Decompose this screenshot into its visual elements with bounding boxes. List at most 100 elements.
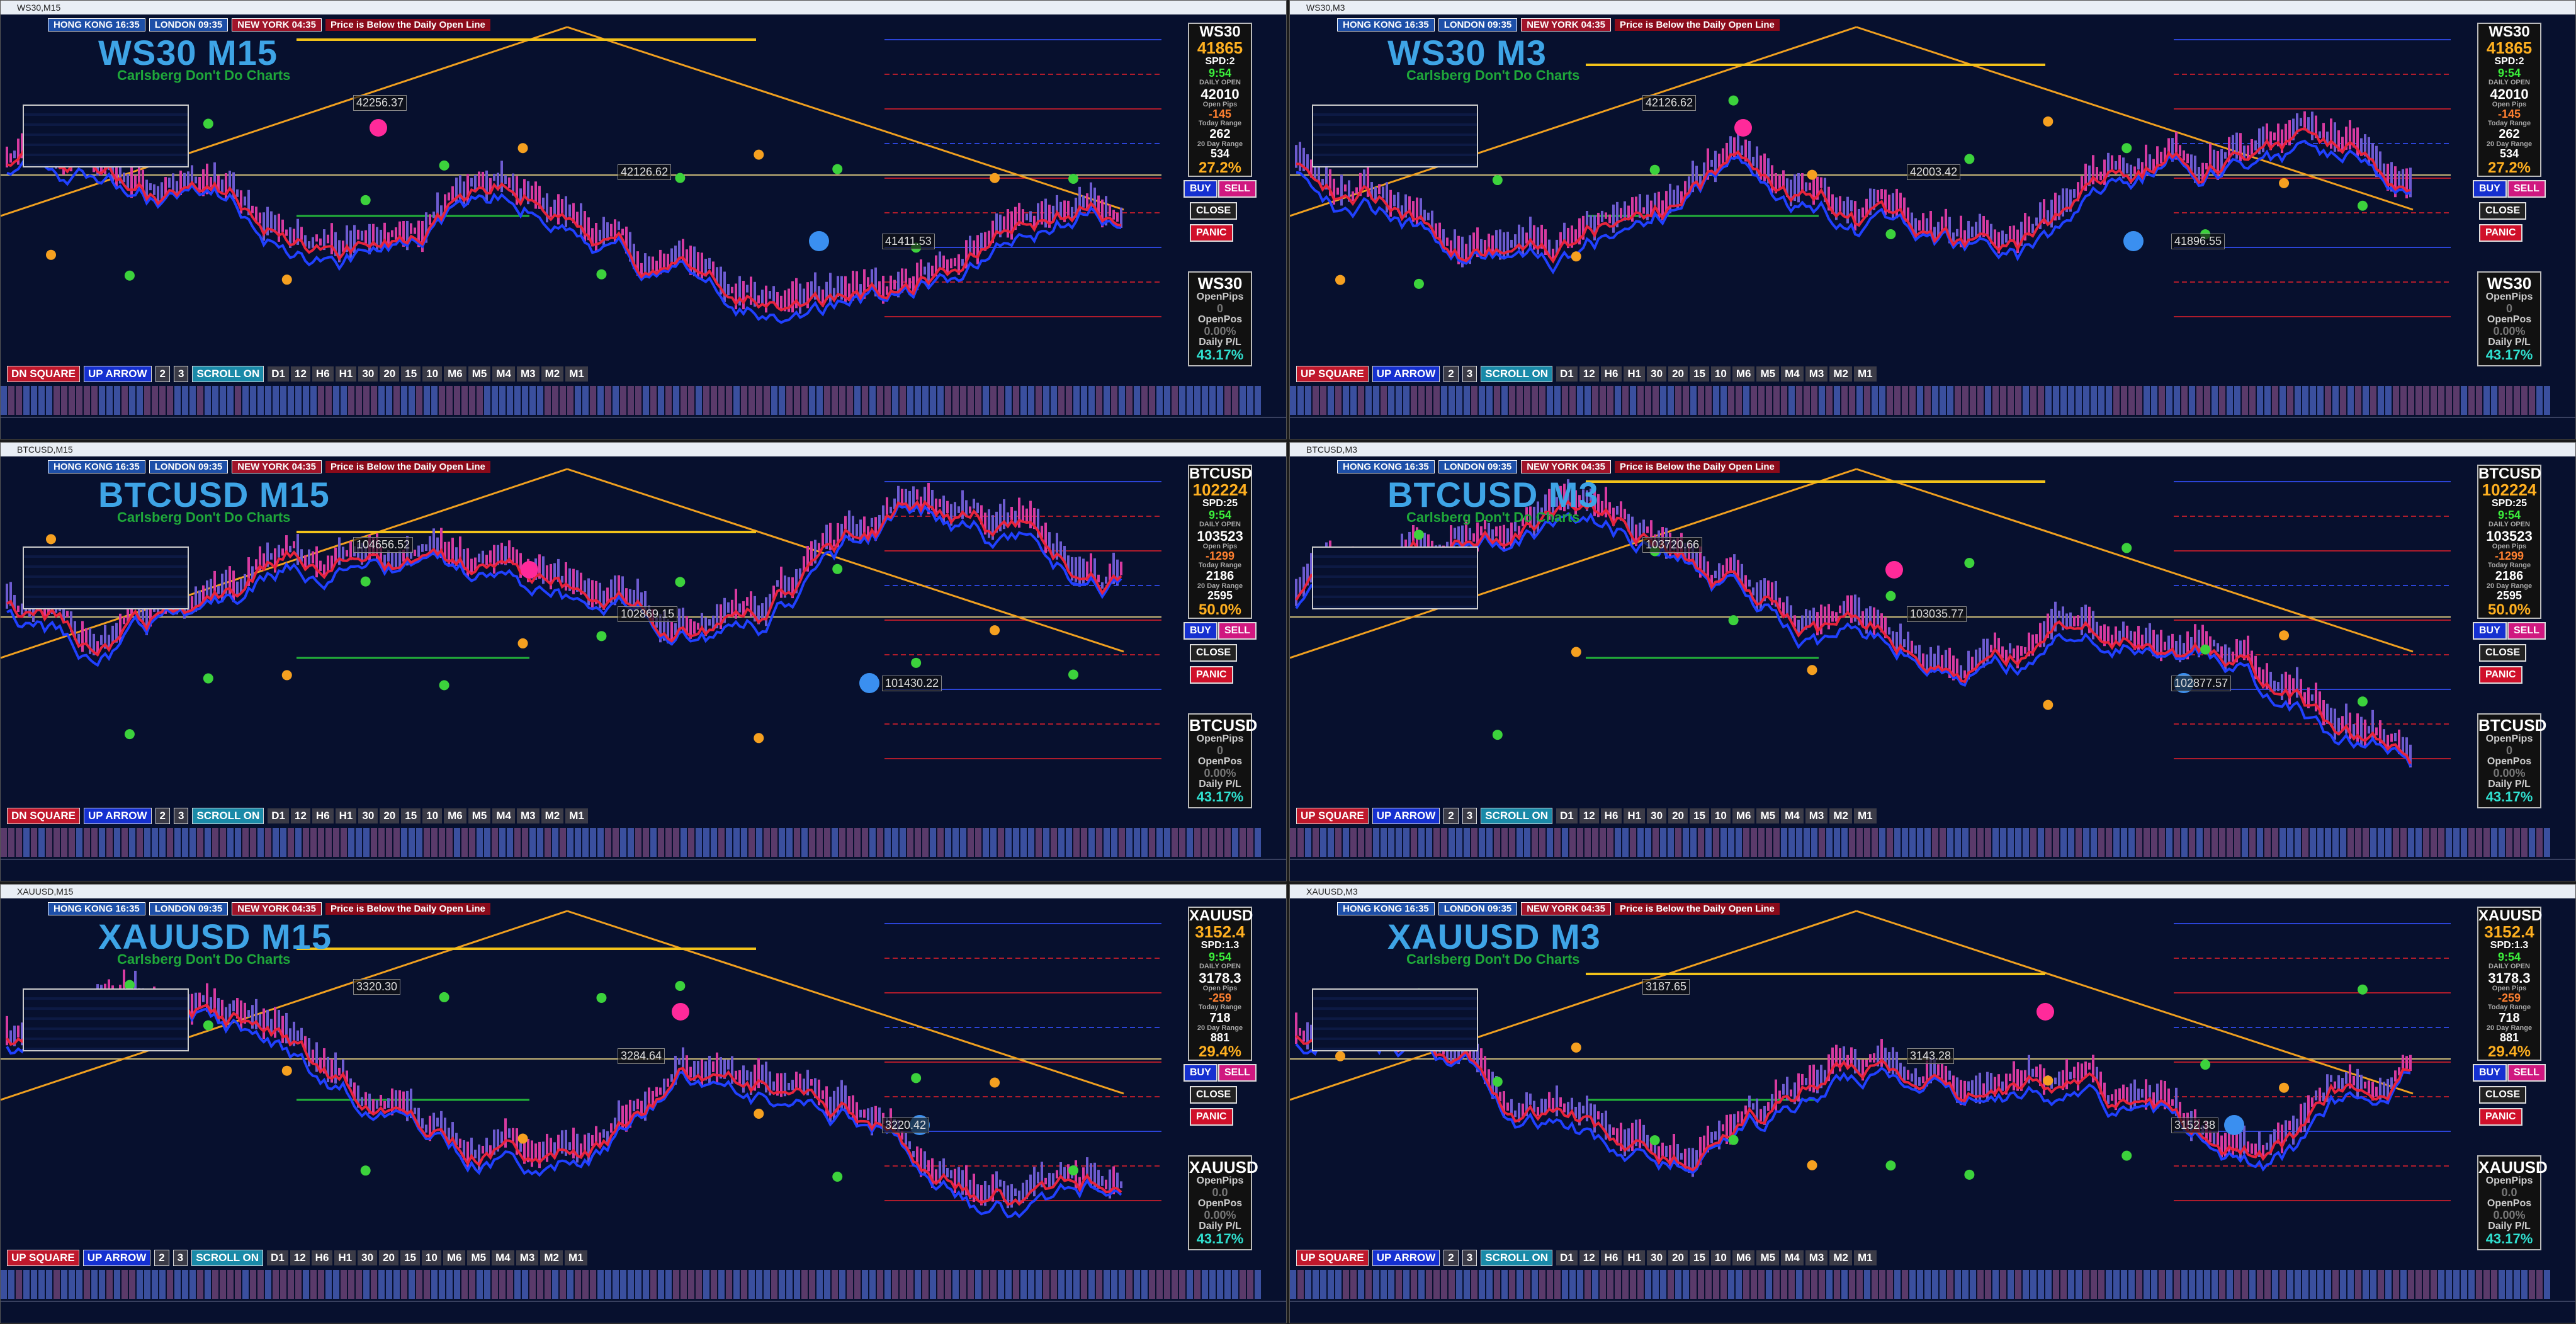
trade-button[interactable]: SELL [1218,1064,1257,1082]
timeframe-button[interactable]: 15 [1689,366,1709,382]
timeframe-button[interactable]: H1 [335,366,357,382]
timeframe-button[interactable]: M6 [444,366,466,382]
trade-button[interactable]: SELL [2507,622,2546,640]
trade-button[interactable]: SELL [2507,1064,2546,1082]
timeframe-button[interactable]: M1 [1853,808,1877,823]
timeframe-button[interactable]: M1 [564,1250,587,1265]
mode-button[interactable]: 3 [173,808,189,824]
trade-button[interactable]: CLOSE [1190,644,1238,662]
timeframe-button[interactable]: M6 [444,808,466,823]
timeframe-button[interactable]: M3 [516,366,539,382]
timeframe-button[interactable]: H1 [1624,1250,1646,1265]
timeframe-button[interactable]: 20 [1668,808,1688,823]
trade-button[interactable]: SELL [1218,180,1257,198]
timeframe-button[interactable]: M5 [1756,366,1780,382]
timeframe-button[interactable]: H6 [1600,1250,1622,1265]
mode-button[interactable]: UP SQUARE [1296,808,1369,824]
mode-button[interactable]: SCROLL ON [1481,366,1553,382]
trade-button[interactable]: BUY [2473,180,2507,198]
timeframe-button[interactable]: M5 [468,808,491,823]
timeframe-button[interactable]: M3 [1805,808,1828,823]
mode-button[interactable]: UP ARROW [1372,1250,1440,1266]
timeframe-button[interactable]: D1 [268,808,289,823]
timeframe-button[interactable]: 10 [1710,808,1731,823]
mode-button[interactable]: UP SQUARE [1296,1250,1369,1266]
timeframe-button[interactable]: M4 [1781,366,1804,382]
timeframe-button[interactable]: 10 [1710,366,1731,382]
timeframe-button[interactable]: H1 [1624,808,1646,823]
trade-button[interactable]: PANIC [2479,666,2522,684]
timeframe-button[interactable]: 15 [1689,808,1709,823]
trade-button[interactable]: PANIC [1190,224,1233,242]
trade-button[interactable]: CLOSE [2479,202,2527,220]
timeframe-button[interactable]: 15 [1689,1250,1709,1265]
trade-button[interactable]: BUY [2473,622,2507,640]
mode-button[interactable]: 2 [155,366,170,382]
timeframe-button[interactable]: 10 [421,1250,441,1265]
timeframe-button[interactable]: M1 [565,808,588,823]
timeframe-button[interactable]: D1 [1556,366,1578,382]
timeframe-button[interactable]: M4 [492,808,515,823]
trade-button[interactable]: CLOSE [1190,202,1238,220]
mode-button[interactable]: UP ARROW [1372,808,1440,824]
mode-button[interactable]: SCROLL ON [1481,1250,1553,1266]
mode-button[interactable]: UP ARROW [1372,366,1440,382]
timeframe-button[interactable]: 20 [380,366,400,382]
timeframe-button[interactable]: 30 [358,1250,378,1265]
timeframe-button[interactable]: 30 [1647,366,1667,382]
mode-button[interactable]: 2 [154,1250,169,1266]
timeframe-button[interactable]: M4 [1781,808,1804,823]
timeframe-button[interactable]: H1 [334,1250,356,1265]
timeframe-button[interactable]: 15 [401,366,421,382]
trade-button[interactable]: CLOSE [1190,1086,1238,1104]
mode-button[interactable]: UP ARROW [84,808,152,824]
timeframe-button[interactable]: 12 [291,808,310,823]
mode-button[interactable]: 3 [1462,366,1477,382]
mode-button[interactable]: 3 [172,1250,188,1266]
timeframe-button[interactable]: H6 [1600,366,1622,382]
timeframe-button[interactable]: 12 [1579,1250,1599,1265]
mode-button[interactable]: SCROLL ON [192,366,264,382]
timeframe-button[interactable]: M1 [565,366,588,382]
timeframe-button[interactable]: M5 [468,366,491,382]
timeframe-button[interactable]: 30 [1647,1250,1667,1265]
timeframe-button[interactable]: M4 [492,366,515,382]
mode-button[interactable]: 2 [155,808,170,824]
timeframe-button[interactable]: M2 [1829,1250,1852,1265]
mode-button[interactable]: 3 [1462,1250,1477,1266]
timeframe-button[interactable]: 30 [358,808,378,823]
timeframe-button[interactable]: M1 [1853,1250,1877,1265]
trade-button[interactable]: BUY [1183,1064,1217,1082]
trade-button[interactable]: PANIC [2479,1108,2522,1126]
timeframe-button[interactable]: M5 [1756,808,1780,823]
timeframe-button[interactable]: M6 [1732,366,1755,382]
timeframe-button[interactable]: H1 [335,808,357,823]
timeframe-button[interactable]: 10 [1710,1250,1731,1265]
timeframe-button[interactable]: M5 [1756,1250,1780,1265]
trade-button[interactable]: BUY [1183,622,1217,640]
timeframe-button[interactable]: M2 [541,366,564,382]
timeframe-button[interactable]: 12 [1579,366,1599,382]
timeframe-button[interactable]: M1 [1853,366,1877,382]
timeframe-button[interactable]: H1 [1624,366,1646,382]
trade-button[interactable]: BUY [1183,180,1217,198]
mode-button[interactable]: UP ARROW [84,366,152,382]
trade-button[interactable]: SELL [1218,622,1257,640]
mode-button[interactable]: UP SQUARE [1296,366,1369,382]
timeframe-button[interactable]: 30 [358,366,378,382]
timeframe-button[interactable]: H6 [1600,808,1622,823]
timeframe-button[interactable]: D1 [1556,808,1578,823]
timeframe-button[interactable]: M3 [516,1250,539,1265]
timeframe-button[interactable]: M3 [1805,366,1828,382]
timeframe-button[interactable]: 20 [1668,366,1688,382]
timeframe-button[interactable]: M3 [516,808,539,823]
timeframe-button[interactable]: M3 [1805,1250,1828,1265]
mode-button[interactable]: UP ARROW [82,1250,151,1266]
timeframe-button[interactable]: 20 [380,808,400,823]
timeframe-button[interactable]: 10 [422,808,443,823]
trade-button[interactable]: CLOSE [2479,1086,2527,1104]
timeframe-button[interactable]: M2 [1829,808,1852,823]
mode-button[interactable]: 2 [1443,1250,1459,1266]
mode-button[interactable]: SCROLL ON [191,1250,264,1266]
timeframe-button[interactable]: M2 [541,808,564,823]
